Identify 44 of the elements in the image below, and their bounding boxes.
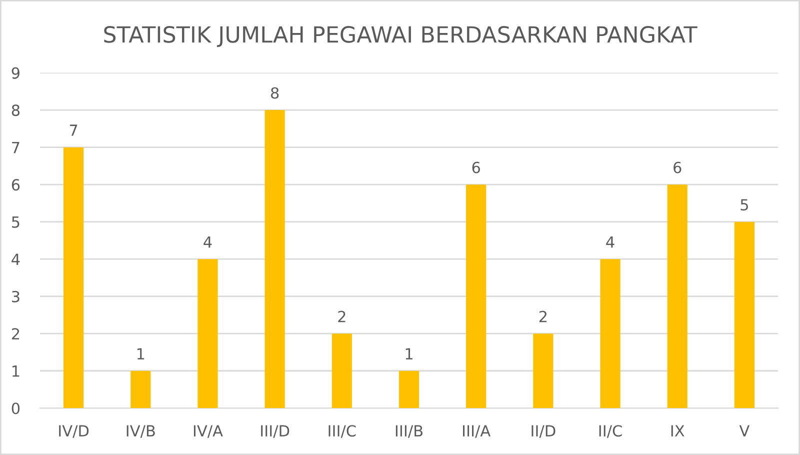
x-tick-label: II/C: [599, 425, 622, 438]
data-label: 1: [406, 348, 412, 360]
y-tick-label: 7: [12, 142, 20, 154]
bar: [198, 259, 218, 408]
y-tick-label: 3: [12, 290, 20, 302]
x-tick-label: IV/B: [126, 425, 155, 438]
bar: [600, 259, 620, 408]
data-label: 4: [204, 236, 212, 248]
bar: [264, 110, 285, 408]
bar: [332, 334, 352, 408]
bar: [398, 370, 420, 408]
data-label: 1: [137, 348, 144, 360]
y-tick-label: 4: [12, 254, 20, 265]
bar: [466, 184, 486, 408]
data-label: 7: [70, 124, 78, 136]
bar: [130, 370, 151, 408]
data-label: 8: [270, 87, 279, 99]
y-tick-label: 1: [12, 366, 20, 377]
data-label: 4: [606, 236, 614, 248]
y-tick-label: 0: [12, 402, 20, 414]
y-tick-label: 6: [12, 179, 20, 191]
data-label: 5: [740, 199, 748, 211]
x-tick-label: IV/A: [194, 425, 223, 438]
data-label: 6: [674, 162, 682, 174]
x-tick-label: IV/D: [59, 425, 89, 438]
x-tick-label: III/C: [328, 425, 356, 438]
chart-title: STATISTIK JUMLAH PEGAWAI BERDASARKAN PANGKAT: [104, 26, 698, 47]
x-tick-label: III/B: [396, 425, 422, 438]
y-tick-label: 2: [12, 328, 20, 340]
x-tick-label: II/D: [532, 425, 556, 438]
x-tick-label: III/A: [463, 425, 491, 438]
x-tick-label: V: [739, 425, 750, 436]
bar: [667, 184, 688, 408]
bar: [533, 334, 554, 408]
bar: [734, 222, 755, 408]
y-tick-label: 9: [12, 67, 20, 79]
bar: [63, 147, 84, 408]
y-tick-label: 8: [12, 104, 20, 116]
y-tick-label: 5: [12, 216, 20, 228]
x-tick-label: IX: [671, 425, 684, 436]
data-label: 2: [539, 310, 547, 322]
data-label: 2: [338, 310, 346, 322]
data-label: 6: [472, 162, 480, 174]
x-tick-label: III/D: [261, 425, 290, 438]
